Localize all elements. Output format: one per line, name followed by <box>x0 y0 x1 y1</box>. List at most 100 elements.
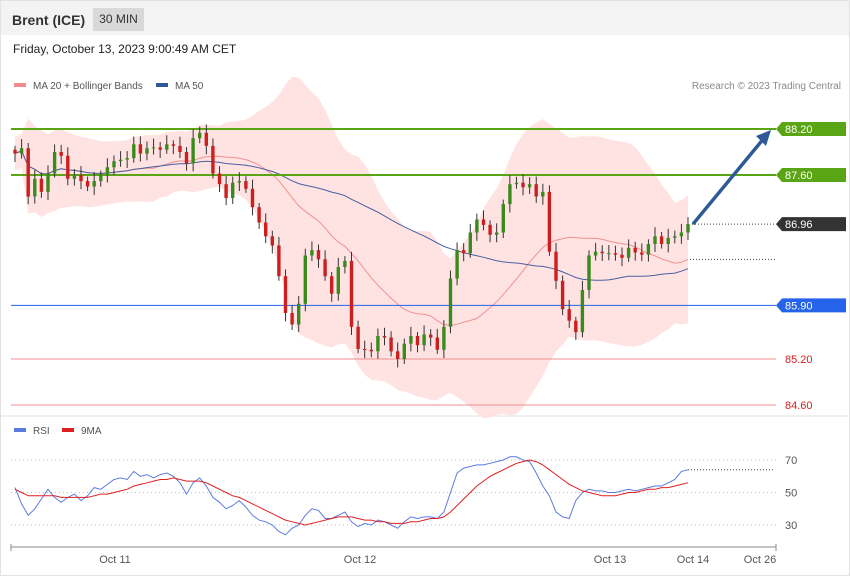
candle <box>99 170 103 187</box>
candle-body <box>138 144 143 154</box>
legend-rsi: RSI <box>14 426 50 437</box>
candle-body <box>330 276 334 294</box>
candle <box>521 174 525 196</box>
candle-body <box>171 144 176 146</box>
candle <box>323 250 327 281</box>
candle <box>409 326 413 352</box>
bollinger-band <box>15 76 688 419</box>
candle-body <box>85 181 90 187</box>
candle <box>231 176 235 204</box>
x-tick-label: Oct 13 <box>594 554 626 566</box>
resistance-1-label: 87.60 <box>785 170 813 182</box>
candle-body <box>323 259 327 277</box>
candle <box>415 332 420 353</box>
candle-body <box>72 175 77 179</box>
rsi-tick-50: 50 <box>785 488 797 500</box>
candle-body <box>178 145 182 152</box>
candle-body <box>343 260 347 267</box>
candle <box>72 169 77 186</box>
candle <box>455 242 459 286</box>
candle <box>26 142 30 205</box>
candle-body <box>686 224 690 233</box>
candle-body <box>19 148 24 154</box>
candle <box>112 155 116 175</box>
candle <box>257 203 261 229</box>
candle-body <box>158 147 162 150</box>
candle <box>118 151 123 167</box>
legend-ma20: MA 20 + Bollinger Bands <box>14 81 143 92</box>
candle-body <box>250 188 255 208</box>
candle <box>620 247 624 267</box>
candle-body <box>448 278 453 327</box>
candle-body <box>297 303 301 325</box>
candle <box>613 245 618 261</box>
chart-header: Brent (ICE) 30 MIN <box>1 1 849 35</box>
candle-body <box>165 144 169 150</box>
candle <box>264 213 268 244</box>
candle <box>204 124 208 155</box>
resistance-2-label: 88.20 <box>785 124 813 136</box>
candle-body <box>514 182 519 185</box>
candle-body <box>382 336 387 338</box>
candle-body <box>46 173 50 192</box>
candle-body <box>415 336 420 346</box>
candle <box>158 141 162 158</box>
candle <box>85 176 90 192</box>
candle <box>52 144 57 178</box>
candle <box>679 223 684 244</box>
candle-body <box>224 184 228 198</box>
legend-9ma: 9MA <box>62 426 102 437</box>
candle-body <box>191 138 195 164</box>
candle-body <box>33 178 37 197</box>
candle-body <box>244 181 248 189</box>
ma50-swatch <box>156 83 168 88</box>
candle <box>686 217 690 240</box>
candle <box>349 251 354 335</box>
candle <box>646 239 651 262</box>
candle <box>462 243 466 262</box>
candle <box>593 242 598 261</box>
pivot-tag <box>776 298 846 313</box>
candle-body <box>673 236 677 238</box>
candle <box>396 342 400 368</box>
candle <box>270 230 274 254</box>
timeframe-badge[interactable]: 30 MIN <box>93 8 144 31</box>
candle-body <box>145 148 149 154</box>
candle-body <box>646 244 651 255</box>
candle-body <box>13 149 17 154</box>
candle <box>475 213 479 241</box>
candle-body <box>488 224 492 235</box>
candle-body <box>554 251 558 281</box>
candle-body <box>442 326 446 350</box>
candle <box>659 231 664 249</box>
ma50-line <box>14 150 689 281</box>
candle <box>310 241 314 262</box>
candle <box>376 328 380 359</box>
candle <box>66 147 70 186</box>
candle <box>666 228 670 253</box>
candle <box>13 145 17 162</box>
candle-body <box>112 161 116 168</box>
legend-ma50: MA 50 <box>156 81 203 92</box>
candle-body <box>468 232 472 254</box>
candle <box>211 138 215 179</box>
candle-body <box>369 349 373 352</box>
candle <box>237 172 241 191</box>
candle-body <box>435 337 439 350</box>
candle <box>554 242 558 290</box>
candle <box>560 275 565 316</box>
candle-body <box>593 251 598 256</box>
candle <box>382 327 387 346</box>
candle <box>587 250 591 299</box>
candle-body <box>198 132 202 139</box>
x-tick-label: Oct 12 <box>344 554 376 566</box>
candle-body <box>277 245 281 277</box>
forecast-arrow <box>691 135 767 226</box>
candle-body <box>26 148 30 197</box>
candle-body <box>184 152 189 164</box>
candle <box>217 166 222 192</box>
candle <box>534 176 538 203</box>
candle <box>356 320 360 354</box>
candle <box>171 140 176 155</box>
candle-body <box>237 181 241 183</box>
